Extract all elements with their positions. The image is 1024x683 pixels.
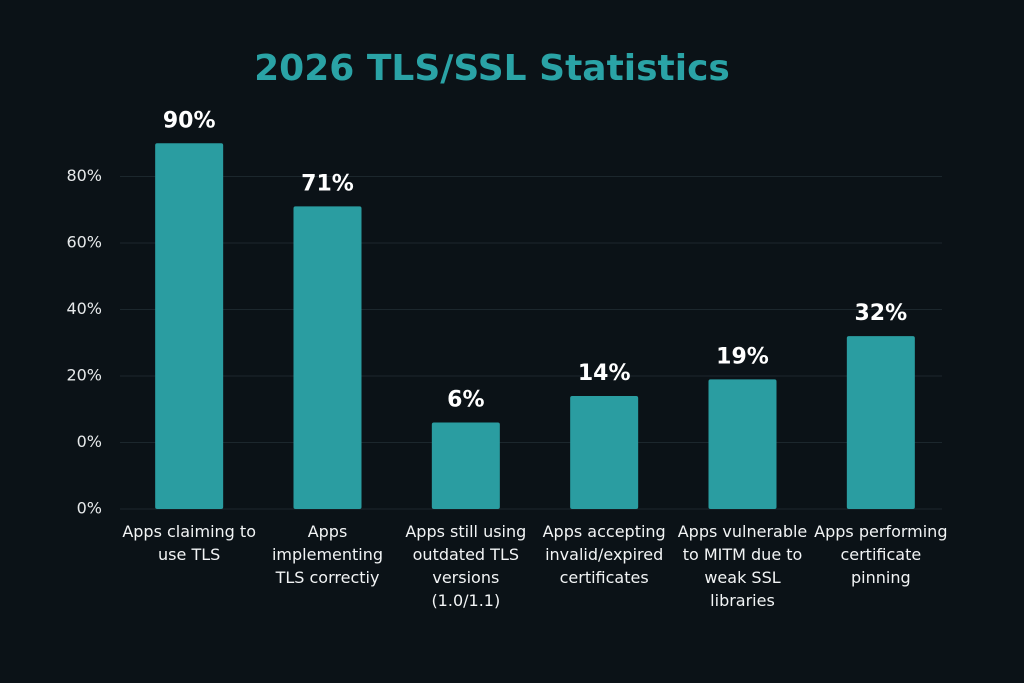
bar [155, 143, 224, 509]
x-tick-label: Apps accepting invalid/expired certifica… [542, 522, 666, 587]
y-tick-label: 0% [77, 432, 102, 451]
x-tick-label: Apps claiming to use TLS [122, 522, 256, 564]
value-label: 71% [301, 171, 354, 196]
value-label: 90% [163, 108, 216, 133]
value-label: 14% [578, 361, 631, 386]
y-tick-label: 0% [77, 499, 102, 518]
x-tick-label: Apps implementing TLS correctiy [271, 522, 384, 587]
y-tick-label: 20% [66, 366, 102, 385]
y-tick-label: 40% [66, 299, 102, 318]
value-label: 19% [716, 344, 769, 369]
bar [431, 422, 500, 509]
bar [570, 395, 639, 509]
x-tick-label: Apps vulnerable to MITM due to weak SSL … [677, 522, 808, 610]
bar [293, 206, 362, 510]
y-tick-label: 60% [66, 233, 102, 252]
x-tick-label: Apps performing certificate pinning [814, 522, 948, 587]
bar [708, 379, 777, 509]
value-label: 6% [447, 388, 484, 413]
bar [846, 336, 915, 509]
y-tick-label: 80% [66, 166, 102, 185]
value-label: 32% [854, 301, 907, 326]
chart-title: 2026 TLS/SSL Statistics [254, 48, 730, 89]
x-tick-label: Apps still using outdated TLS versions (… [405, 522, 527, 610]
